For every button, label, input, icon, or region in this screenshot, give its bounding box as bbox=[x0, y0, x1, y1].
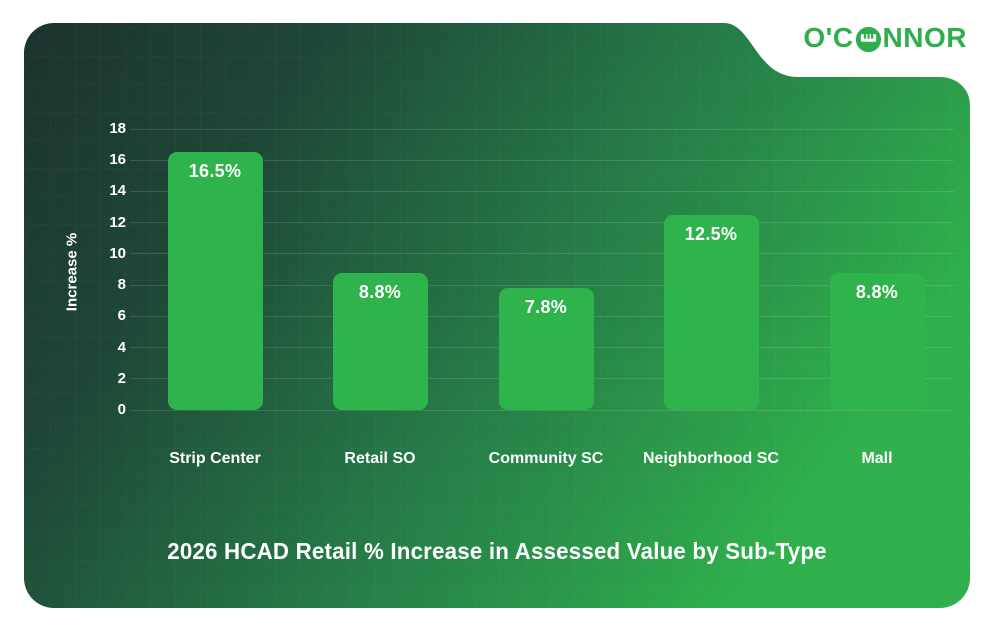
bar-value-label: 7.8% bbox=[524, 297, 568, 318]
oconnor-logo: O'C NNOR bbox=[803, 21, 967, 55]
y-gridline bbox=[130, 222, 954, 224]
y-tick-label: 2 bbox=[117, 369, 126, 387]
bar: 16.5% bbox=[167, 152, 263, 410]
chart-title: 2026 HCAD Retail % Increase in Assessed … bbox=[167, 538, 827, 564]
y-gridline bbox=[130, 284, 954, 286]
y-tick-label: 16 bbox=[109, 151, 126, 169]
x-category-label: Strip Center bbox=[169, 450, 261, 467]
y-axis-title: Increase % bbox=[63, 232, 81, 312]
logo-text-right: NNOR bbox=[882, 22, 967, 53]
bar-value-label: 8.8% bbox=[358, 281, 402, 302]
bar-value-label: 16.5% bbox=[188, 161, 242, 182]
y-gridline bbox=[130, 159, 954, 161]
y-tick-label: 18 bbox=[109, 120, 126, 137]
bar: 8.8% bbox=[332, 272, 428, 410]
y-tick-label: 12 bbox=[109, 213, 126, 231]
bar-value-label: 12.5% bbox=[684, 223, 738, 244]
y-gridline bbox=[130, 253, 954, 255]
y-tick-label: 4 bbox=[117, 338, 126, 356]
x-category-label: Community SC bbox=[488, 450, 604, 467]
y-tick-label: 8 bbox=[117, 276, 126, 294]
x-category-label: Neighborhood SC bbox=[643, 450, 779, 467]
x-category-label: Retail SO bbox=[344, 450, 416, 467]
y-tick-label: 14 bbox=[109, 182, 126, 200]
y-gridline bbox=[130, 128, 954, 130]
y-gridline bbox=[130, 190, 954, 192]
bar: 7.8% bbox=[498, 288, 594, 410]
bar: 8.8% bbox=[829, 272, 925, 410]
x-category-label: Mall bbox=[861, 450, 893, 467]
bar-value-label: 8.8% bbox=[855, 281, 899, 302]
oconnor-o-icon bbox=[855, 26, 882, 53]
y-tick-label: 6 bbox=[117, 307, 126, 325]
bar: 12.5% bbox=[663, 214, 759, 410]
y-tick-label: 10 bbox=[109, 244, 126, 262]
y-tick-label: 0 bbox=[117, 401, 126, 418]
logo-text-left: O'C bbox=[803, 22, 854, 53]
y-gridline bbox=[130, 409, 954, 411]
